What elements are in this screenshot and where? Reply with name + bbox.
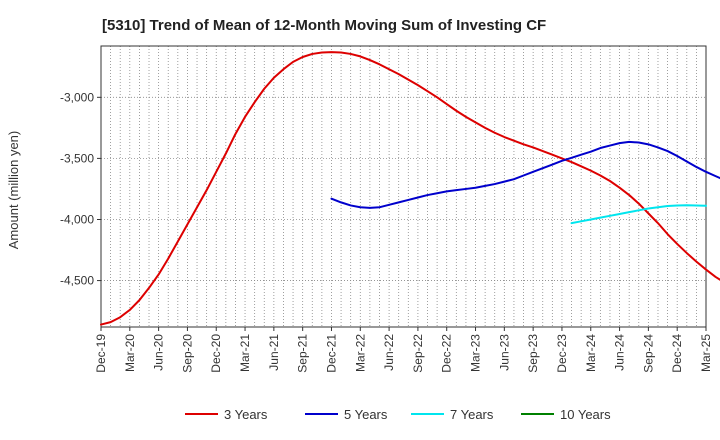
- x-tick-label: Dec-19: [94, 334, 108, 373]
- x-tick-label: Sep-20: [180, 334, 194, 373]
- x-tick-label: Mar-21: [238, 334, 252, 372]
- chart-title: [5310] Trend of Mean of 12-Month Moving …: [102, 17, 546, 34]
- plot-frame: [100, 45, 707, 328]
- y-axis-label: Amount (million yen): [6, 131, 21, 250]
- x-tick-label: Jun-24: [613, 334, 627, 371]
- legend: 3 Years 5 Years 7 Years 10 Years: [185, 407, 611, 422]
- legend-label-7-years: 7 Years: [450, 407, 494, 422]
- legend-label-10-years: 10 Years: [560, 407, 611, 422]
- y-tick-label: -4,500: [60, 274, 94, 288]
- legend-label-5-years: 5 Years: [344, 407, 388, 422]
- x-axis: Dec-19 Mar-20 Jun-20 Sep-20 Dec-20 Mar-21 Jun-…: [94, 327, 713, 373]
- series-group: [100, 51, 720, 326]
- x-tick-label: Sep-23: [526, 334, 540, 373]
- x-tick-label: Dec-23: [555, 334, 569, 373]
- x-tick-label: Dec-22: [440, 334, 454, 373]
- grid: [101, 46, 706, 327]
- x-tick-label: Jun-22: [382, 334, 396, 371]
- y-axis: -3,000 -3,500 -4,000 -4,500: [60, 90, 101, 288]
- x-tick-label: Mar-20: [123, 334, 137, 372]
- x-tick-label: Sep-22: [411, 334, 425, 373]
- x-tick-label: Mar-23: [469, 334, 483, 372]
- x-tick-label: Dec-21: [324, 334, 338, 373]
- x-tick-label: Dec-24: [670, 334, 684, 373]
- x-tick-label: Jun-23: [497, 334, 511, 371]
- series-line-7-years: [570, 204, 707, 225]
- x-tick-label: Jun-21: [267, 334, 281, 371]
- x-tick-label: Mar-25: [699, 334, 713, 372]
- y-tick-label: -3,000: [60, 90, 94, 104]
- x-tick-label: Mar-22: [353, 334, 367, 372]
- x-tick-label: Dec-20: [209, 334, 223, 373]
- series-line-3-years: [100, 51, 720, 326]
- legend-label-3-years: 3 Years: [224, 407, 268, 422]
- y-tick-label: -4,000: [60, 212, 94, 226]
- x-tick-label: Jun-20: [152, 334, 166, 371]
- x-tick-label: Sep-21: [296, 334, 310, 373]
- y-tick-label: -3,500: [60, 151, 94, 165]
- x-tick-label: Mar-24: [584, 334, 598, 372]
- series-line-5-years: [330, 140, 720, 209]
- x-tick-label: Sep-24: [641, 334, 655, 373]
